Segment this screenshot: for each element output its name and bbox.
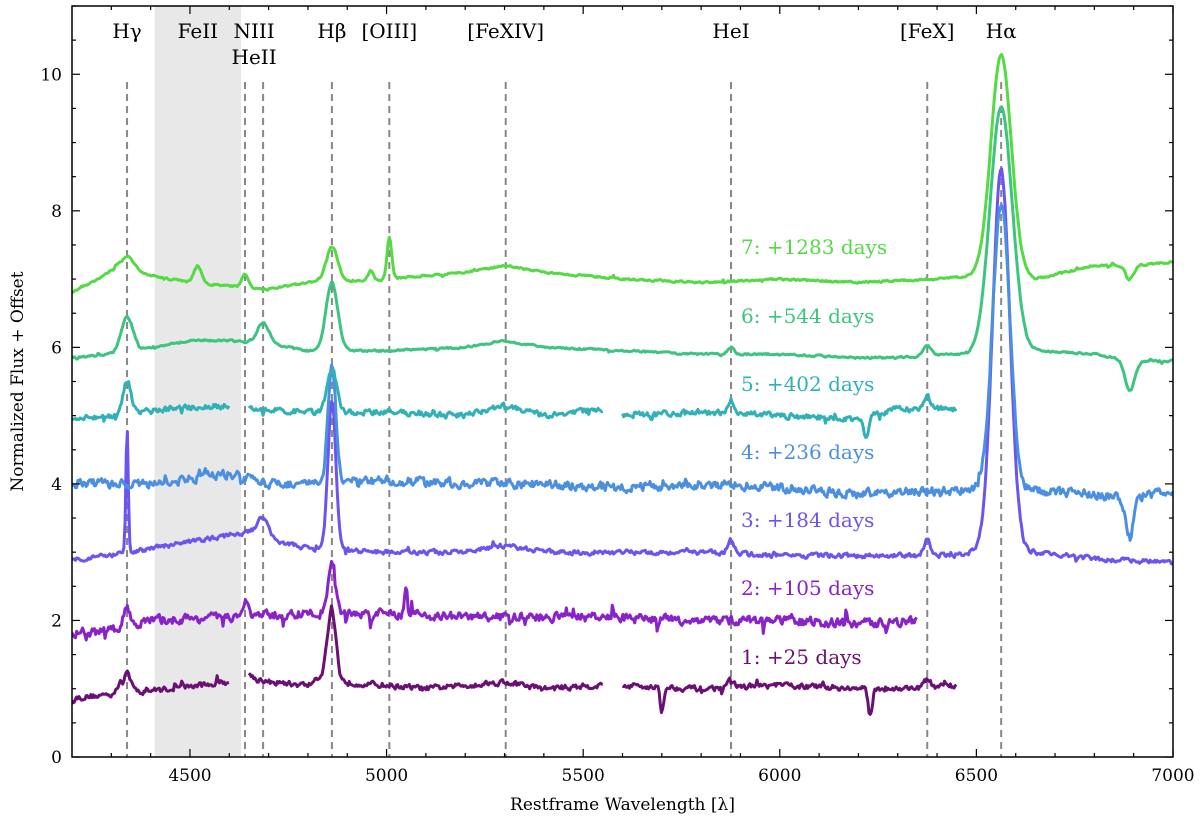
series-5: [72, 368, 958, 439]
y-tick-label: 2: [51, 611, 62, 631]
series-label: 3: +184 days: [741, 508, 874, 532]
line-label: Hα: [986, 19, 1017, 43]
spectrum-line: [621, 393, 958, 439]
x-tick-label: 7000: [1151, 766, 1194, 786]
x-tick-label: 5500: [562, 766, 605, 786]
line-label: Hβ: [317, 19, 346, 43]
y-axis-label: Normalized Flux + Offset: [8, 271, 28, 491]
x-tick-label: 6000: [758, 766, 801, 786]
spectrum-line: [72, 203, 1173, 542]
series-6: [72, 105, 1173, 392]
series-7: [72, 53, 1173, 295]
series-2: [72, 560, 918, 642]
series-label: 1: +25 days: [741, 645, 862, 669]
series-label: 5: +402 days: [741, 372, 874, 396]
series-label: 6: +544 days: [741, 304, 874, 328]
y-tick-label: 0: [51, 748, 62, 768]
spectrum-line: [247, 368, 604, 420]
series-label: 4: +236 days: [741, 440, 874, 464]
spectrum-line: [247, 604, 604, 692]
y-tick-label: 8: [51, 202, 62, 222]
y-tick-label: 10: [40, 65, 62, 85]
line-label: [OIII]: [361, 19, 417, 43]
x-tick-label: 6500: [955, 766, 998, 786]
spectrum-line: [621, 676, 958, 716]
series-4: [72, 203, 1173, 542]
line-label: HeII: [232, 45, 277, 69]
shaded-region-label: FeII: [178, 19, 218, 43]
x-tick-label: 4500: [168, 766, 211, 786]
line-label: Hγ: [112, 19, 141, 43]
shaded-region: [154, 6, 242, 757]
series-label: 7: +1283 days: [741, 235, 887, 259]
y-tick-label: 6: [51, 338, 62, 358]
line-label: [FeXIV]: [467, 19, 544, 43]
line-label: NIII: [233, 19, 274, 43]
y-tick-label: 4: [51, 475, 62, 495]
spectrum-line: [72, 380, 231, 423]
x-tick-label: 5000: [365, 766, 408, 786]
spectrum-line: [72, 105, 1173, 392]
spectrum-line: [72, 560, 918, 642]
series-1: [72, 604, 958, 716]
spectrum-line: [72, 53, 1173, 295]
line-label: [FeX]: [900, 19, 954, 43]
line-label: HeI: [712, 19, 749, 43]
spectrum-line: [72, 669, 230, 705]
x-axis-label: Restframe Wavelength [λ]: [510, 795, 735, 815]
series-label: 2: +105 days: [741, 576, 874, 600]
